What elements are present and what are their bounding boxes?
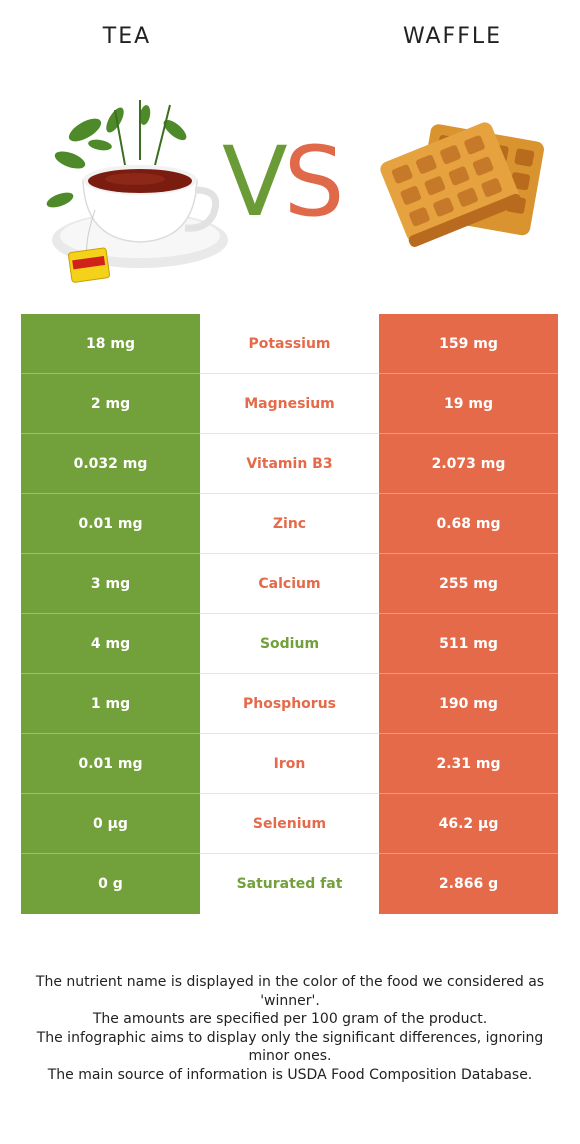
- nutrient-name: Sodium: [200, 614, 379, 674]
- tea-value: 0.01 mg: [21, 494, 200, 554]
- nutrient-name: Saturated fat: [200, 854, 379, 914]
- footnote-line: The amounts are specified per 100 gram o…: [92, 1011, 488, 1027]
- table-row: 0 µg Selenium 46.2 µg: [21, 794, 558, 854]
- tea-value: 18 mg: [21, 314, 200, 374]
- nutrient-name: Calcium: [200, 554, 379, 614]
- waffle-value: 190 mg: [379, 674, 558, 734]
- nutrient-name: Iron: [200, 734, 379, 794]
- nutrient-name: Phosphorus: [200, 674, 379, 734]
- nutrient-name: Magnesium: [200, 374, 379, 434]
- footnote-line: The infographic aims to display only the…: [36, 1029, 544, 1065]
- waffle-value: 2.073 mg: [379, 434, 558, 494]
- table-row: 18 mg Potassium 159 mg: [21, 314, 558, 374]
- vs-v: V: [222, 126, 288, 238]
- table-row: 0.01 mg Iron 2.31 mg: [21, 734, 558, 794]
- tea-value: 2 mg: [21, 374, 200, 434]
- table-row: 4 mg Sodium 511 mg: [21, 614, 558, 674]
- tea-value: 1 mg: [21, 674, 200, 734]
- table-row: 0 g Saturated fat 2.866 g: [21, 854, 558, 914]
- footnote: The nutrient name is displayed in the co…: [20, 973, 560, 1084]
- waffle-value: 159 mg: [379, 314, 558, 374]
- waffle-value: 2.866 g: [379, 854, 558, 914]
- nutrient-name: Selenium: [200, 794, 379, 854]
- waffle-value: 46.2 µg: [379, 794, 558, 854]
- tea-value: 0 µg: [21, 794, 200, 854]
- vs-label: VS: [222, 132, 352, 232]
- table-row: 0.01 mg Zinc 0.68 mg: [21, 494, 558, 554]
- table-row: 3 mg Calcium 255 mg: [21, 554, 558, 614]
- table-row: 0.032 mg Vitamin B3 2.073 mg: [21, 434, 558, 494]
- footnote-line: The main source of information is USDA F…: [47, 1066, 533, 1083]
- footnote-line: The nutrient name is displayed in the co…: [35, 974, 545, 1009]
- table-row: 2 mg Magnesium 19 mg: [21, 374, 558, 434]
- nutrient-name: Vitamin B3: [200, 434, 379, 494]
- waffle-value: 2.31 mg: [379, 734, 558, 794]
- vs-s: S: [283, 126, 345, 238]
- tea-value: 0.01 mg: [21, 734, 200, 794]
- tea-value: 3 mg: [21, 554, 200, 614]
- waffle-value: 19 mg: [379, 374, 558, 434]
- nutrient-comparison-table: 18 mg Potassium 159 mg 2 mg Magnesium 19 mg 0.…: [21, 314, 558, 914]
- waffle-value: 511 mg: [379, 614, 558, 674]
- left-food-title: TEA: [102, 24, 152, 49]
- waffle-value: 0.68 mg: [379, 494, 558, 554]
- tea-value: 4 mg: [21, 614, 200, 674]
- waffle-image: [370, 115, 560, 265]
- nutrient-name: Zinc: [200, 494, 379, 554]
- nutrient-name: Potassium: [200, 314, 379, 374]
- waffle-value: 255 mg: [379, 554, 558, 614]
- right-food-title: WAFFLE: [402, 24, 503, 49]
- tea-cup-image: [45, 90, 230, 290]
- tea-value: 0 g: [21, 854, 200, 914]
- tea-value: 0.032 mg: [21, 434, 200, 494]
- table-row: 1 mg Phosphorus 190 mg: [21, 674, 558, 734]
